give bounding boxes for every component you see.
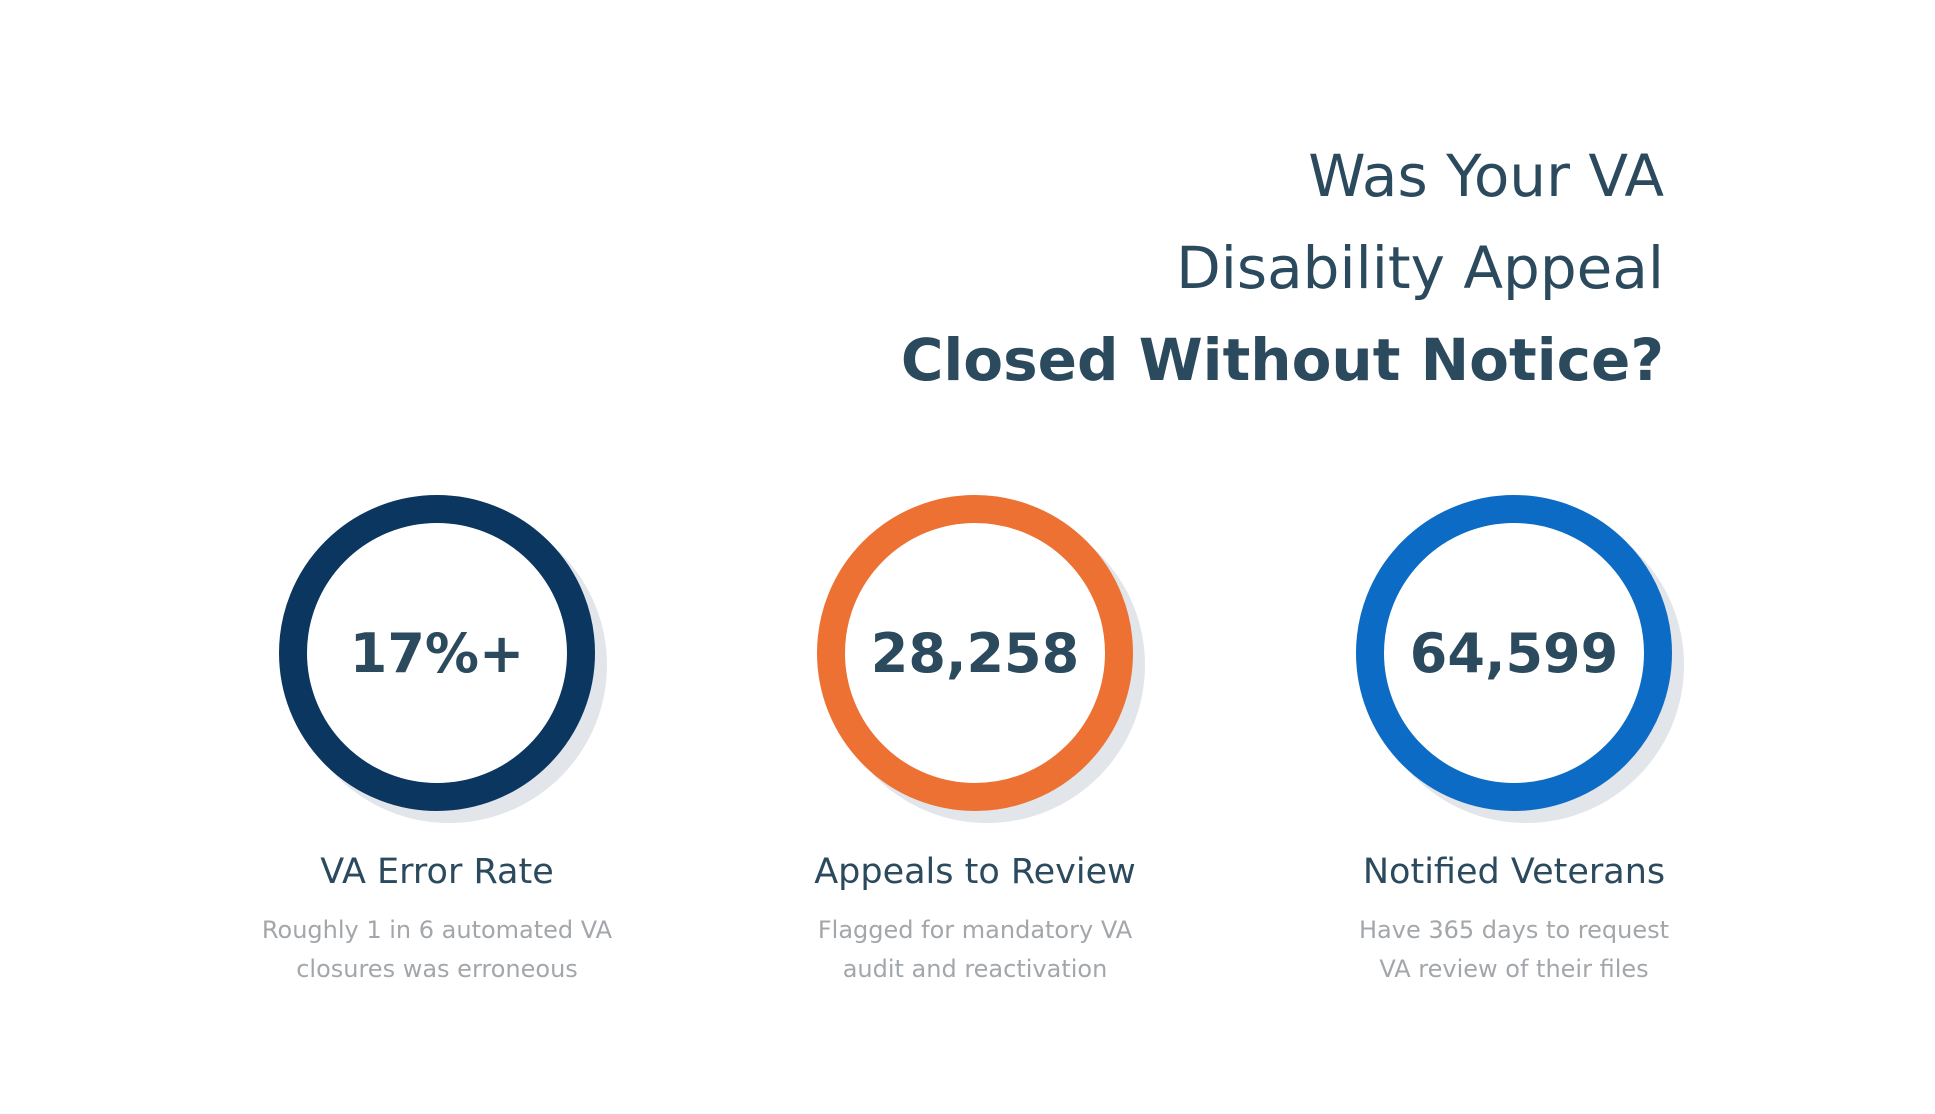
headline-line-2: Disability Appeal (1176, 234, 1664, 302)
stat-ring: 28,258 (817, 495, 1145, 823)
stat-appeals-to-review: 28,258 Appeals to Review Flagged for man… (695, 495, 1255, 989)
stat-title: Appeals to Review (814, 852, 1136, 892)
stat-title: VA Error Rate (320, 852, 554, 892)
stat-ring-circle: 64,599 (1356, 495, 1672, 811)
stat-description-line: Have 365 days to request (1358, 916, 1670, 944)
headline-line-3: Closed Without Notice? (900, 326, 1664, 394)
stat-description: Have 365 days to request VA review of th… (1234, 911, 1794, 989)
stat-description-line: closures was erroneous (296, 955, 578, 983)
stat-description-line: Roughly 1 in 6 automated VA (261, 916, 613, 944)
stat-title: Notified Veterans (1362, 852, 1666, 892)
stat-description: Flagged for mandatory VA audit and react… (695, 911, 1255, 989)
stat-description-line: VA review of their files (1379, 955, 1649, 983)
stat-value: 17%+ (349, 621, 525, 685)
stat-ring: 17%+ (279, 495, 607, 823)
headline: Was Your VA Disability Appeal Closed Wit… (901, 130, 1664, 406)
stat-ring: 64,599 (1356, 495, 1684, 823)
stat-ring-circle: 17%+ (279, 495, 595, 811)
stat-notified-veterans: 64,599 Notified Veterans Have 365 days t… (1234, 495, 1794, 989)
stat-value: 64,599 (1409, 621, 1619, 685)
stat-error-rate: 17%+ VA Error Rate Roughly 1 in 6 automa… (157, 495, 717, 989)
stat-description-line: Flagged for mandatory VA (817, 916, 1133, 944)
stat-ring-circle: 28,258 (817, 495, 1133, 811)
stat-description-line: audit and reactivation (842, 955, 1108, 983)
stat-description: Roughly 1 in 6 automated VA closures was… (157, 911, 717, 989)
stat-value: 28,258 (870, 621, 1080, 685)
headline-line-1: Was Your VA (1308, 142, 1664, 210)
